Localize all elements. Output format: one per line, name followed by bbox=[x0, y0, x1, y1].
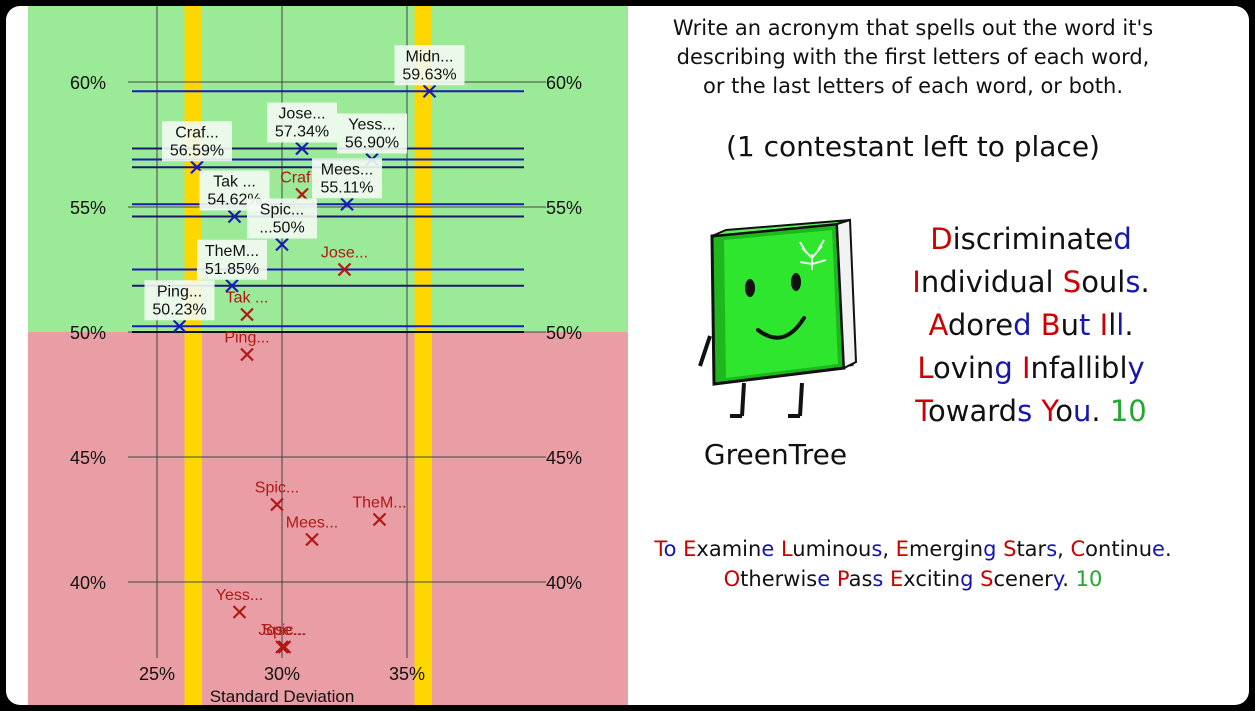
placed-marker bbox=[227, 209, 242, 224]
score-value: 10 bbox=[1109, 394, 1147, 428]
yellow-band bbox=[184, 6, 202, 705]
remaining-count: (1 contestant left to place) bbox=[726, 130, 1100, 163]
prompt-line: describing with the first letters of eac… bbox=[676, 45, 1150, 69]
point-name-label: Midn... bbox=[405, 48, 453, 65]
point-value-label: 51.85% bbox=[205, 261, 259, 278]
prompt-text: Write an acronym that spells out the wor… bbox=[628, 14, 1198, 101]
book-character-icon bbox=[698, 218, 858, 418]
point-label-box bbox=[197, 239, 267, 280]
previous-marker bbox=[232, 605, 247, 619]
previous-label: Yess... bbox=[216, 587, 263, 604]
point-name-label: Craf... bbox=[175, 124, 219, 141]
previous-label: Tak ... bbox=[226, 290, 269, 307]
previous-marker bbox=[372, 512, 387, 527]
previous-label: TheM... bbox=[352, 495, 406, 512]
prompt-line: or the last letters of each word, or bot… bbox=[703, 74, 1123, 98]
point-label-box bbox=[144, 280, 215, 321]
y-tick-label-left: 40% bbox=[70, 573, 106, 593]
y-tick-label-right: 60% bbox=[546, 73, 582, 93]
acronym-entry-2: To Examine Luminous, Emerging Stars, Con… bbox=[654, 537, 1172, 591]
contestant-name: GreenTree bbox=[703, 438, 848, 471]
x-tick-label: 35% bbox=[389, 664, 425, 684]
y-tick-label-right: 50% bbox=[546, 323, 582, 343]
x-tick-label: 25% bbox=[139, 664, 175, 684]
placed-marker bbox=[295, 141, 309, 156]
point-label-box bbox=[337, 113, 407, 154]
point-name-label: Jose... bbox=[278, 106, 325, 123]
score-value: 10 bbox=[1075, 567, 1103, 591]
point-name-label: Mees... bbox=[321, 161, 373, 178]
x-tick-label: 30% bbox=[264, 664, 300, 684]
point-name-label: Ping... bbox=[157, 283, 202, 300]
previous-label: Spic... bbox=[255, 480, 299, 497]
previous-label: Ping... bbox=[224, 330, 269, 347]
point-value-label: 55.11% bbox=[320, 179, 373, 196]
point-value-label: 59.63% bbox=[402, 66, 456, 83]
y-tick-label-right: 45% bbox=[546, 448, 582, 468]
point-label-box bbox=[267, 102, 337, 143]
previous-marker bbox=[277, 640, 292, 654]
previous-marker bbox=[240, 347, 254, 362]
frame: 40% 40% 45% 45% 50% 50% 55% 55% 60% 60% 25% 30% 35% S… bbox=[6, 6, 1249, 705]
yellow-band bbox=[414, 6, 432, 705]
placed-marker bbox=[275, 237, 289, 252]
point-label-box bbox=[312, 158, 382, 199]
placed-marker bbox=[172, 319, 187, 334]
point-label-box bbox=[162, 121, 232, 162]
point-value-label: 50.23% bbox=[152, 301, 206, 318]
scatter-chart: 40% 40% 45% 45% 50% 50% 55% 55% 60% 60% 25% 30% 35% S… bbox=[28, 6, 628, 705]
y-tick-label-left: 60% bbox=[70, 73, 106, 93]
placed-marker bbox=[422, 84, 437, 99]
point-name-label: Yess... bbox=[348, 117, 395, 134]
previous-marker bbox=[270, 497, 284, 512]
placed-marker bbox=[340, 197, 354, 212]
previous-label: Mees... bbox=[286, 515, 338, 532]
y-tick-label-right: 55% bbox=[546, 198, 582, 218]
point-name-label: Spic... bbox=[260, 202, 304, 219]
previous-marker bbox=[275, 640, 289, 654]
prompt-panel: Write an acronym that spells out the wor… bbox=[628, 6, 1249, 705]
x-axis-label: Standard Deviation bbox=[210, 687, 355, 705]
y-tick-label-left: 45% bbox=[70, 448, 106, 468]
point-name-label: TheM... bbox=[205, 243, 259, 260]
point-value-label: 56.90% bbox=[345, 135, 399, 152]
point-name-label: Tak ... bbox=[213, 174, 256, 191]
previous-marker bbox=[337, 262, 352, 277]
y-tick-label-left: 55% bbox=[70, 198, 106, 218]
previous-label: Spic... bbox=[262, 622, 306, 639]
prompt-line: Write an acronym that spells out the wor… bbox=[672, 16, 1154, 40]
point-value-label: 57.34% bbox=[275, 124, 329, 141]
point-value-label: 56.59% bbox=[170, 142, 224, 159]
point-label-box bbox=[247, 198, 317, 239]
region-below bbox=[28, 332, 628, 705]
y-tick-label-right: 40% bbox=[546, 573, 582, 593]
y-tick-label-left: 50% bbox=[70, 323, 106, 343]
previous-marker bbox=[305, 532, 319, 547]
acronym-entry: Discriminated Individual Souls. Adored B… bbox=[912, 222, 1150, 428]
previous-label: Jose... bbox=[321, 245, 368, 262]
point-value-label: ...50% bbox=[259, 220, 304, 237]
previous-label: Jose... bbox=[258, 622, 305, 639]
point-label-box bbox=[394, 45, 465, 86]
previous-marker bbox=[240, 307, 254, 322]
placed-marker bbox=[225, 278, 239, 293]
